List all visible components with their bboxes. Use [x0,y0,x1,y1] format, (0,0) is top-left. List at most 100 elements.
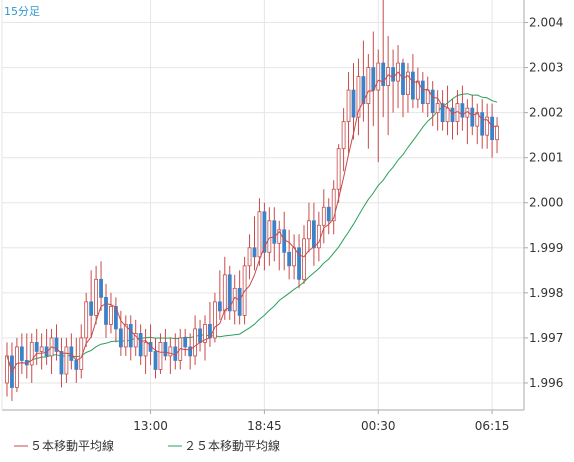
y-tick-label: 2.002 [529,106,563,120]
candle [316,211,321,262]
candle-body [114,305,118,330]
candle-body [381,62,386,87]
candle [14,337,19,392]
y-tick-label: 2.001 [529,151,563,165]
candle-body [371,67,376,91]
candle-body [262,211,267,253]
candles-layer [5,0,499,401]
y-tick-label: 2.000 [529,196,563,210]
candle-body [406,71,410,96]
candle-body [168,346,173,357]
candle-body [29,342,34,366]
candle-body [292,247,297,267]
candle [415,67,420,109]
candle-body [193,328,198,357]
candle [203,315,207,361]
candle [485,103,490,149]
candle [460,85,465,131]
candle [158,333,163,374]
candle-body [109,305,113,325]
candle-body [430,89,435,114]
candle [89,270,94,338]
candle [302,225,306,284]
candle-body [495,125,499,141]
candle [257,198,262,266]
candle [440,90,445,131]
candle [381,0,386,118]
candle-body [485,116,490,136]
candle-body [415,80,420,100]
candle-body [356,76,361,118]
candle-body [59,351,64,375]
candle [128,315,133,361]
x-axis: 13:00 18:45 00:30 06:15 [133,410,509,433]
candle [391,49,396,113]
candle [311,202,316,266]
candle-body [198,328,202,343]
candle [336,144,341,203]
candle-body [84,301,89,339]
candle-body [311,220,316,249]
candle-body [351,89,356,118]
candle [406,63,410,113]
candle-body [89,301,94,316]
candle [307,202,311,253]
candle-body [123,323,128,348]
candle [262,202,267,271]
candle [193,315,198,365]
candle [326,198,331,235]
y-axis: 1.996 1.997 1.998 1.999 2.000 2.001 2.002 2.003… [524,16,563,390]
candle-body [257,211,262,258]
candle [188,333,193,370]
candle [153,337,158,379]
x-tick-label: 00:30 [361,419,396,433]
candle-body [307,220,311,240]
candle [39,333,44,370]
candle-body [445,107,450,123]
candle-body [316,224,321,249]
candle-body [425,89,430,105]
candle [331,180,336,235]
legend-label: ２５本移動平均線 [184,438,280,453]
candle-body [227,274,232,312]
candle-body [252,247,257,258]
ma5-line [6,71,498,373]
candle [217,270,222,320]
candle [29,333,34,383]
candle-body [341,121,346,150]
candle [114,297,118,343]
candle-body [34,342,39,352]
candle-body [183,337,188,348]
candle [109,292,113,334]
candle [410,54,415,109]
candle [287,229,292,280]
candle [420,72,425,113]
candle-body [420,80,425,105]
candle-body [361,76,366,105]
candle-body [247,247,252,267]
y-tick-label: 2.003 [529,61,563,75]
candle [64,337,69,383]
candle-body [297,247,301,280]
candle-body [99,278,103,298]
candle-body [133,333,138,348]
candle [425,76,430,118]
candle-body [94,278,98,316]
candle [44,328,49,365]
candle-body [267,220,272,253]
candle [361,40,366,122]
candle-body [326,206,331,222]
ma25-layer [6,93,498,373]
candle [297,234,301,289]
candle [272,207,277,262]
candle [490,103,495,158]
candle [133,319,138,356]
candle-body [153,351,158,370]
candle-body [54,337,59,352]
x-tick-label: 06:15 [475,419,510,433]
candle-body [39,346,44,352]
candle [123,315,128,356]
x-tick-label: 18:45 [247,419,282,433]
candle-body [44,346,49,357]
